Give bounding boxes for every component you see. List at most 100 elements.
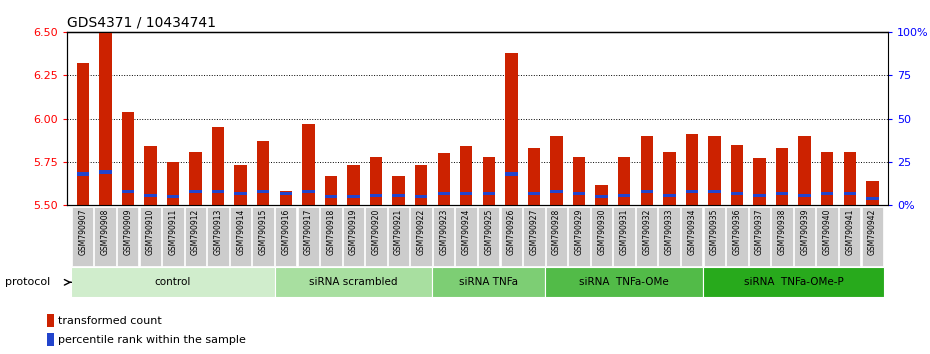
Bar xyxy=(166,195,179,198)
Bar xyxy=(325,176,337,205)
FancyBboxPatch shape xyxy=(365,207,387,266)
Bar xyxy=(190,152,202,205)
Bar xyxy=(122,190,134,193)
Text: siRNA TNFa: siRNA TNFa xyxy=(459,277,518,287)
Bar xyxy=(844,152,856,205)
FancyBboxPatch shape xyxy=(95,207,116,266)
FancyBboxPatch shape xyxy=(274,267,432,297)
FancyBboxPatch shape xyxy=(524,207,545,266)
Bar xyxy=(76,172,89,176)
FancyBboxPatch shape xyxy=(320,207,341,266)
Bar xyxy=(776,192,789,195)
Bar xyxy=(573,157,585,205)
Bar xyxy=(100,170,112,174)
Text: siRNA scrambled: siRNA scrambled xyxy=(309,277,398,287)
Text: GSM790917: GSM790917 xyxy=(304,209,312,255)
Bar xyxy=(325,195,337,198)
Bar xyxy=(280,192,292,195)
Text: GSM790908: GSM790908 xyxy=(100,209,110,255)
Text: GSM790935: GSM790935 xyxy=(710,209,719,255)
Bar xyxy=(595,184,608,205)
FancyBboxPatch shape xyxy=(432,267,545,297)
Bar xyxy=(641,190,653,193)
FancyBboxPatch shape xyxy=(546,207,567,266)
Text: GSM790924: GSM790924 xyxy=(462,209,471,255)
Bar xyxy=(709,136,721,205)
Text: GSM790910: GSM790910 xyxy=(146,209,155,255)
Bar xyxy=(753,194,765,197)
Text: control: control xyxy=(154,277,192,287)
FancyBboxPatch shape xyxy=(704,207,725,266)
Bar xyxy=(618,194,631,197)
Bar xyxy=(460,146,472,205)
Bar xyxy=(460,192,472,195)
FancyBboxPatch shape xyxy=(275,207,297,266)
Text: siRNA  TNFa-OMe-P: siRNA TNFa-OMe-P xyxy=(743,277,844,287)
FancyBboxPatch shape xyxy=(72,267,274,297)
Bar xyxy=(527,148,540,205)
Bar xyxy=(844,192,856,195)
FancyBboxPatch shape xyxy=(252,207,273,266)
Bar xyxy=(370,194,382,197)
Bar xyxy=(370,157,382,205)
Bar xyxy=(753,159,765,205)
FancyBboxPatch shape xyxy=(230,207,251,266)
FancyBboxPatch shape xyxy=(636,207,658,266)
Text: GSM790925: GSM790925 xyxy=(485,209,493,255)
Bar xyxy=(731,192,743,195)
Text: transformed count: transformed count xyxy=(58,316,162,326)
Bar xyxy=(573,192,585,195)
FancyBboxPatch shape xyxy=(614,207,635,266)
Text: GSM790937: GSM790937 xyxy=(755,209,764,255)
Bar xyxy=(866,197,879,200)
Bar xyxy=(618,157,631,205)
Bar xyxy=(685,134,698,205)
Bar xyxy=(505,53,518,205)
Bar xyxy=(799,194,811,197)
FancyBboxPatch shape xyxy=(140,207,161,266)
Text: GSM790940: GSM790940 xyxy=(823,209,831,255)
Text: GSM790936: GSM790936 xyxy=(733,209,741,255)
Bar xyxy=(144,146,156,205)
Bar xyxy=(212,190,224,193)
FancyBboxPatch shape xyxy=(298,207,319,266)
FancyBboxPatch shape xyxy=(72,207,93,266)
Bar xyxy=(212,127,224,205)
Text: GSM790929: GSM790929 xyxy=(575,209,584,255)
FancyBboxPatch shape xyxy=(749,207,770,266)
Bar xyxy=(100,32,112,205)
FancyBboxPatch shape xyxy=(861,207,883,266)
Text: protocol: protocol xyxy=(5,277,50,287)
Text: GDS4371 / 10434741: GDS4371 / 10434741 xyxy=(67,15,216,29)
Bar xyxy=(144,194,156,197)
Text: GSM790912: GSM790912 xyxy=(191,209,200,255)
FancyBboxPatch shape xyxy=(681,207,702,266)
Text: GSM790927: GSM790927 xyxy=(529,209,538,255)
Bar xyxy=(663,152,675,205)
FancyBboxPatch shape xyxy=(478,207,499,266)
Bar xyxy=(821,192,833,195)
Text: GSM790913: GSM790913 xyxy=(214,209,222,255)
Bar xyxy=(776,148,789,205)
Bar xyxy=(685,190,698,193)
Text: GSM790909: GSM790909 xyxy=(124,209,132,255)
FancyBboxPatch shape xyxy=(703,267,884,297)
Bar xyxy=(799,136,811,205)
Bar xyxy=(122,112,134,205)
FancyBboxPatch shape xyxy=(46,333,54,346)
Bar xyxy=(821,152,833,205)
FancyBboxPatch shape xyxy=(839,207,860,266)
FancyBboxPatch shape xyxy=(207,207,229,266)
FancyBboxPatch shape xyxy=(591,207,612,266)
FancyBboxPatch shape xyxy=(388,207,409,266)
FancyBboxPatch shape xyxy=(410,207,432,266)
FancyBboxPatch shape xyxy=(658,207,680,266)
Text: GSM790920: GSM790920 xyxy=(371,209,380,255)
Text: GSM790942: GSM790942 xyxy=(868,209,877,255)
Text: GSM790931: GSM790931 xyxy=(619,209,629,255)
FancyBboxPatch shape xyxy=(771,207,792,266)
FancyBboxPatch shape xyxy=(117,207,139,266)
Bar xyxy=(234,165,246,205)
Bar xyxy=(302,124,314,205)
Bar xyxy=(392,194,405,197)
